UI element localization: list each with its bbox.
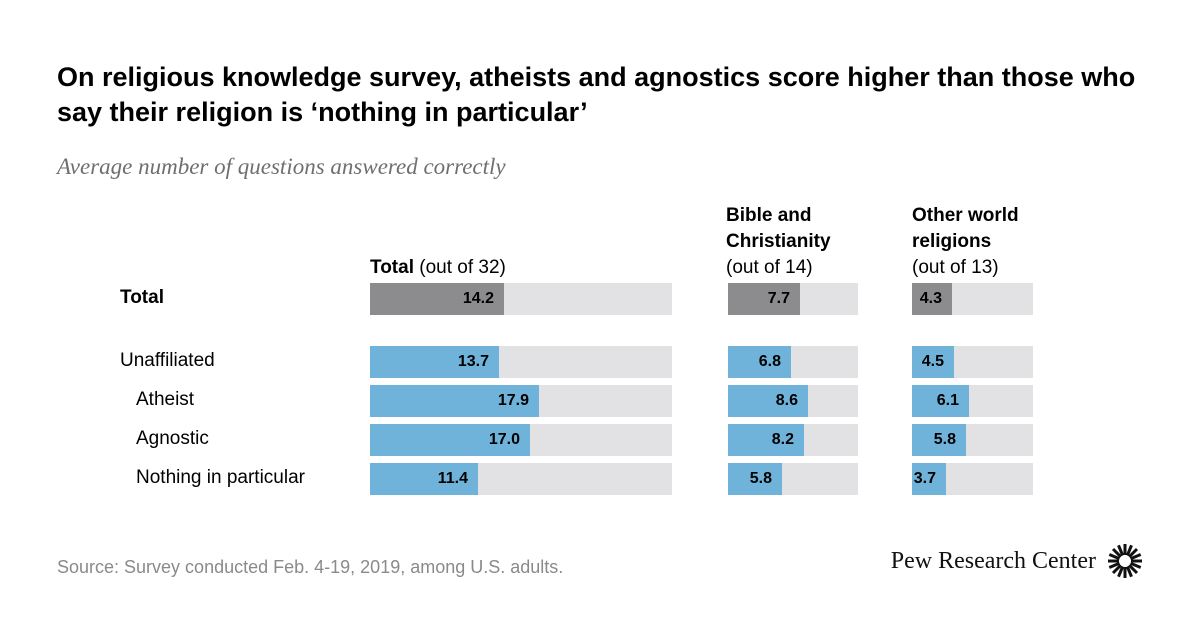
- bar-value-total-unaffiliated: 13.7: [457, 353, 489, 370]
- source-note: Source: Survey conducted Feb. 4-19, 2019…: [57, 557, 564, 577]
- bar-value-world-unaffiliated: 4.5: [921, 353, 944, 370]
- pew-logo: Pew Research Center: [891, 542, 1144, 580]
- bar-track-world-atheist: 6.1: [912, 385, 1033, 417]
- column-title-bible-line2: Christianity: [726, 231, 831, 252]
- bar-track-total-total: 14.2: [370, 283, 672, 315]
- bar-value-bible-agnostic: 8.2: [771, 431, 794, 448]
- column-header-world: Other world religions (out of 13): [912, 203, 1019, 281]
- column-title-bible-line1: Bible and: [726, 205, 812, 226]
- bar-value-total-total: 14.2: [462, 290, 494, 307]
- bar-track-total-nothing-in-particular: 11.4: [370, 463, 672, 495]
- bar-bible-atheist: [728, 385, 808, 417]
- column-subtitle-world: (out of 13): [912, 257, 999, 278]
- row-label-total: Total: [120, 287, 164, 308]
- bar-track-bible-unaffiliated: 6.8: [728, 346, 858, 378]
- bar-total-unaffiliated: [370, 346, 499, 378]
- bar-total-atheist: [370, 385, 539, 417]
- bar-world-nothing-in-particular: [912, 463, 946, 495]
- bar-total-total: [370, 283, 504, 315]
- bar-value-bible-nothing-in-particular: 5.8: [749, 470, 772, 487]
- bar-value-world-total: 4.3: [919, 290, 942, 307]
- bar-track-bible-agnostic: 8.2: [728, 424, 858, 456]
- bar-bible-nothing-in-particular: [728, 463, 782, 495]
- column-header-total: Total (out of 32): [370, 255, 506, 281]
- column-subtitle-bible: (out of 14): [726, 257, 813, 278]
- bar-value-total-agnostic: 17.0: [488, 431, 520, 448]
- bar-bible-total: [728, 283, 800, 315]
- bar-track-total-atheist: 17.9: [370, 385, 672, 417]
- bar-value-total-nothing-in-particular: 11.4: [437, 470, 468, 487]
- bar-world-atheist: [912, 385, 969, 417]
- column-header-bible: Bible and Christianity (out of 14): [726, 203, 831, 281]
- chart-title: On religious knowledge survey, atheists …: [57, 62, 1136, 127]
- bar-track-world-unaffiliated: 4.5: [912, 346, 1033, 378]
- bar-bible-unaffiliated: [728, 346, 791, 378]
- bar-track-total-unaffiliated: 13.7: [370, 346, 672, 378]
- bar-value-bible-atheist: 8.6: [775, 392, 798, 409]
- chart-subtitle: Average number of questions answered cor…: [57, 154, 506, 179]
- logo-text: Pew Research Center: [890, 547, 1096, 574]
- bar-track-world-agnostic: 5.8: [912, 424, 1033, 456]
- bar-total-nothing-in-particular: [370, 463, 478, 495]
- column-title-world-line1: Other world: [912, 205, 1019, 226]
- bar-value-bible-total: 7.7: [767, 290, 790, 307]
- row-label-atheist: Atheist: [136, 389, 195, 410]
- bar-value-bible-unaffiliated: 6.8: [758, 353, 781, 370]
- bar-world-agnostic: [912, 424, 966, 456]
- bar-bible-agnostic: [728, 424, 804, 456]
- bar-value-world-agnostic: 5.8: [933, 431, 956, 448]
- bar-track-bible-total: 7.7: [728, 283, 858, 315]
- row-label-unaffiliated: Unaffiliated: [120, 350, 215, 371]
- bar-world-unaffiliated: [912, 346, 954, 378]
- bar-world-total: [912, 283, 952, 315]
- bar-value-total-atheist: 17.9: [497, 392, 529, 409]
- bar-track-total-agnostic: 17.0: [370, 424, 672, 456]
- row-label-nothing-in-particular: Nothing in particular: [136, 467, 305, 488]
- bar-track-world-total: 4.3: [912, 283, 1033, 315]
- column-subtitle-total: (out of 32): [419, 257, 506, 278]
- column-title-world-line2: religions: [912, 231, 992, 252]
- column-title-total: Total: [370, 257, 414, 278]
- bar-track-bible-nothing-in-particular: 5.8: [728, 463, 858, 495]
- bar-value-world-nothing-in-particular: 3.7: [913, 470, 936, 487]
- bar-track-bible-atheist: 8.6: [728, 385, 858, 417]
- bar-value-world-atheist: 6.1: [936, 392, 959, 409]
- bar-track-world-nothing-in-particular: 3.7: [912, 463, 1033, 495]
- bar-total-agnostic: [370, 424, 530, 456]
- sunburst-icon: [1108, 544, 1142, 578]
- row-label-agnostic: Agnostic: [136, 428, 209, 449]
